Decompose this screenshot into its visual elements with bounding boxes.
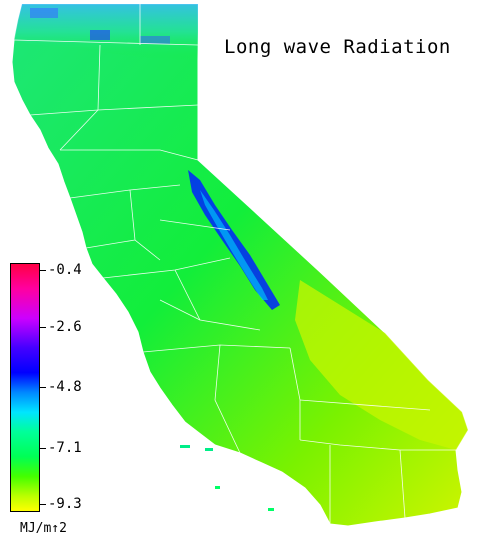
colorbar-tick-label: -4.8 [48, 379, 82, 395]
colorbar-tick [40, 448, 46, 449]
colorbar-tick [40, 270, 46, 271]
colorbar-tick-label: -0.4 [48, 262, 82, 278]
colorbar-tick [40, 387, 46, 388]
colorbar-tick-label: -2.6 [48, 319, 82, 335]
colorbar-tick-label: -9.3 [48, 496, 82, 512]
colorbar-tick [40, 504, 46, 505]
colorbar-tick [40, 327, 46, 328]
colorbar [10, 263, 40, 512]
map-title: Long wave Radiation [224, 36, 451, 58]
colorbar-tick-label: -7.1 [48, 440, 82, 456]
colorbar-unit-label: MJ/m↑2 [20, 521, 67, 536]
